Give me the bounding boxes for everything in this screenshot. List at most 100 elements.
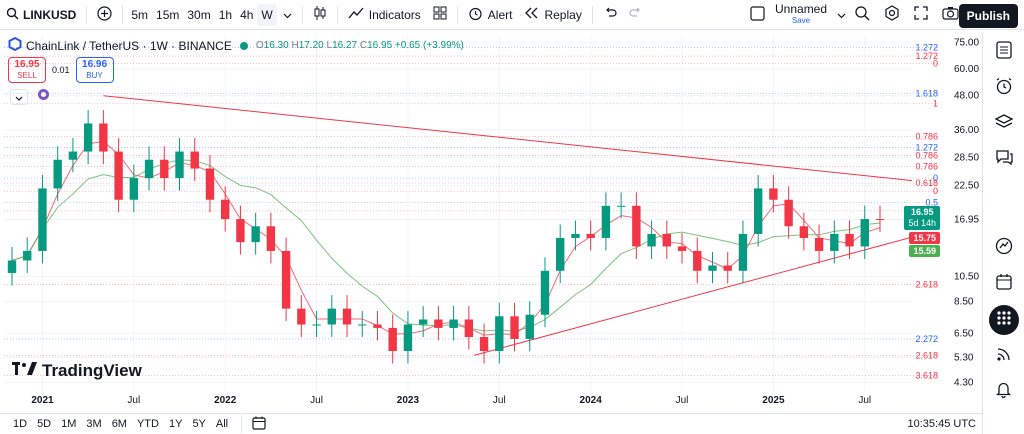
bottom-toolbar: 1D 5D 1M 3M 6M YTD 1Y 5Y All 10:35:45 UT… bbox=[0, 413, 982, 434]
range-6m[interactable]: 6M bbox=[111, 418, 127, 430]
fib-label: 2.618 bbox=[915, 350, 938, 360]
range-5d[interactable]: 5D bbox=[37, 418, 52, 430]
brand-label: TradingView bbox=[42, 361, 142, 380]
target-icon bbox=[995, 237, 1013, 260]
sell-label: SELL bbox=[17, 71, 37, 80]
indicator-toggle-button[interactable] bbox=[34, 89, 52, 105]
camera-icon bbox=[942, 6, 959, 23]
candle-body bbox=[693, 250, 702, 271]
range-3m[interactable]: 3M bbox=[86, 418, 102, 430]
ma-green-tag: 15.59 bbox=[909, 245, 940, 257]
candle-body bbox=[875, 219, 885, 221]
utc-clock[interactable]: 10:35:45 UTC bbox=[907, 418, 976, 430]
range-all[interactable]: All bbox=[215, 418, 229, 430]
time-tick-label: Jul bbox=[676, 395, 689, 406]
last-price-tag: 16.95 5d 14h bbox=[904, 206, 940, 230]
candle-body bbox=[495, 316, 504, 352]
range-1y[interactable]: 1Y bbox=[168, 418, 183, 430]
range-1m[interactable]: 1M bbox=[61, 418, 77, 430]
candle-body bbox=[38, 188, 47, 251]
range-ytd[interactable]: YTD bbox=[136, 418, 159, 430]
interval-1h[interactable]: 1h bbox=[218, 7, 233, 22]
candle-body bbox=[281, 250, 291, 309]
chart-type-button[interactable] bbox=[307, 0, 333, 30]
fib-label: 0.618 bbox=[915, 178, 938, 188]
fullscreen-button[interactable] bbox=[908, 0, 934, 30]
replay-button[interactable]: Replay bbox=[518, 0, 587, 30]
buy-button[interactable]: 16.96 BUY bbox=[75, 57, 114, 83]
chart-legend: ChainLink / TetherUS · 1W · BINANCE O16.… bbox=[8, 36, 464, 54]
quick-search-button[interactable] bbox=[848, 0, 876, 30]
price-tick-label: 8.50 bbox=[954, 296, 974, 307]
price-chart[interactable]: 1.2721.27201.61810.7861.2720.7860.78600.… bbox=[0, 31, 982, 413]
candle-body bbox=[312, 324, 321, 326]
right-sidebar bbox=[982, 31, 1024, 434]
rewind-icon bbox=[524, 7, 539, 22]
interval-w[interactable]: W bbox=[257, 3, 277, 26]
notifications-button[interactable] bbox=[989, 377, 1019, 407]
interval-dropdown[interactable] bbox=[277, 0, 298, 30]
candle-body bbox=[647, 233, 656, 247]
time-tick-label: Jul bbox=[493, 395, 506, 406]
ohlc-values: O16.30 H17.20 L16.27 C16.95 +0.65 (+3.99… bbox=[255, 40, 464, 51]
calendar-button[interactable] bbox=[989, 269, 1019, 299]
candle-body bbox=[358, 324, 367, 326]
settings-button[interactable] bbox=[878, 0, 906, 30]
products-button[interactable] bbox=[988, 305, 1019, 335]
symbol-search[interactable]: LINKUSD bbox=[0, 0, 82, 30]
search-icon bbox=[6, 7, 19, 23]
chats-button[interactable] bbox=[989, 145, 1019, 175]
quick-search-icon bbox=[854, 5, 870, 24]
layout-save-status: Save bbox=[791, 15, 811, 25]
ideas-button[interactable] bbox=[989, 233, 1019, 263]
price-tick-label: 4.30 bbox=[954, 377, 974, 388]
candle-body bbox=[799, 226, 809, 238]
candle-body bbox=[708, 265, 717, 271]
buy-price: 16.96 bbox=[82, 59, 108, 70]
candle-body bbox=[221, 199, 230, 220]
watchlist-button[interactable] bbox=[989, 37, 1019, 67]
fib-label: 0.786 bbox=[915, 151, 938, 161]
candles-icon bbox=[313, 5, 327, 24]
price-tick-label: 10.50 bbox=[954, 271, 979, 282]
indicators-button[interactable]: Indicators bbox=[342, 0, 427, 30]
fib-label: 0.786 bbox=[915, 161, 938, 171]
candle-body bbox=[449, 319, 458, 328]
undo-button[interactable] bbox=[597, 0, 623, 30]
publish-button[interactable]: Publish bbox=[958, 4, 1018, 28]
chevron-down-icon bbox=[283, 8, 292, 22]
templates-button[interactable] bbox=[427, 0, 453, 30]
add-symbol-button[interactable] bbox=[91, 0, 118, 30]
object-tree-button[interactable] bbox=[989, 109, 1019, 139]
price-tick-label: 48.00 bbox=[954, 91, 979, 102]
goto-date-button[interactable] bbox=[246, 416, 272, 433]
snapshot-button[interactable] bbox=[936, 0, 965, 30]
candle-body bbox=[403, 324, 413, 352]
interval-15m[interactable]: 15m bbox=[156, 7, 180, 22]
divider bbox=[86, 5, 88, 24]
alert-button[interactable]: Alert bbox=[462, 0, 519, 30]
collapse-legend-button[interactable] bbox=[10, 89, 28, 105]
candle-body bbox=[297, 308, 306, 325]
candle-body bbox=[144, 159, 154, 179]
fib-label: 0.5 bbox=[925, 198, 938, 208]
symbol-title[interactable]: ChainLink / TetherUS · 1W · BINANCE bbox=[26, 38, 232, 53]
price-tick-label: 16.95 bbox=[954, 214, 979, 225]
streams-button[interactable] bbox=[989, 341, 1019, 371]
interval-4h[interactable]: 4h bbox=[240, 7, 254, 22]
range-1d[interactable]: 1D bbox=[13, 418, 28, 430]
candle-body bbox=[129, 178, 139, 200]
chart-pane[interactable]: 1.272 1.272 0 1.618 1 0.786 1.272 0.786 0.786 0 0.… bbox=[0, 31, 982, 413]
calendar-range-icon bbox=[252, 416, 266, 433]
alerts-button[interactable] bbox=[989, 73, 1019, 103]
interval-30m[interactable]: 30m bbox=[187, 7, 211, 22]
interval-5m[interactable]: 5m bbox=[131, 7, 149, 22]
price-tick-label: 28.50 bbox=[954, 153, 979, 164]
layout-button[interactable]: Unnamed Save bbox=[744, 0, 852, 30]
candle-body bbox=[327, 308, 336, 325]
redo-button[interactable] bbox=[623, 0, 649, 30]
time-tick-label: 2021 bbox=[31, 395, 54, 406]
sell-button[interactable]: 16.95 SELL bbox=[8, 57, 46, 83]
range-5y[interactable]: 5Y bbox=[192, 418, 206, 430]
gear-icon bbox=[884, 5, 900, 24]
